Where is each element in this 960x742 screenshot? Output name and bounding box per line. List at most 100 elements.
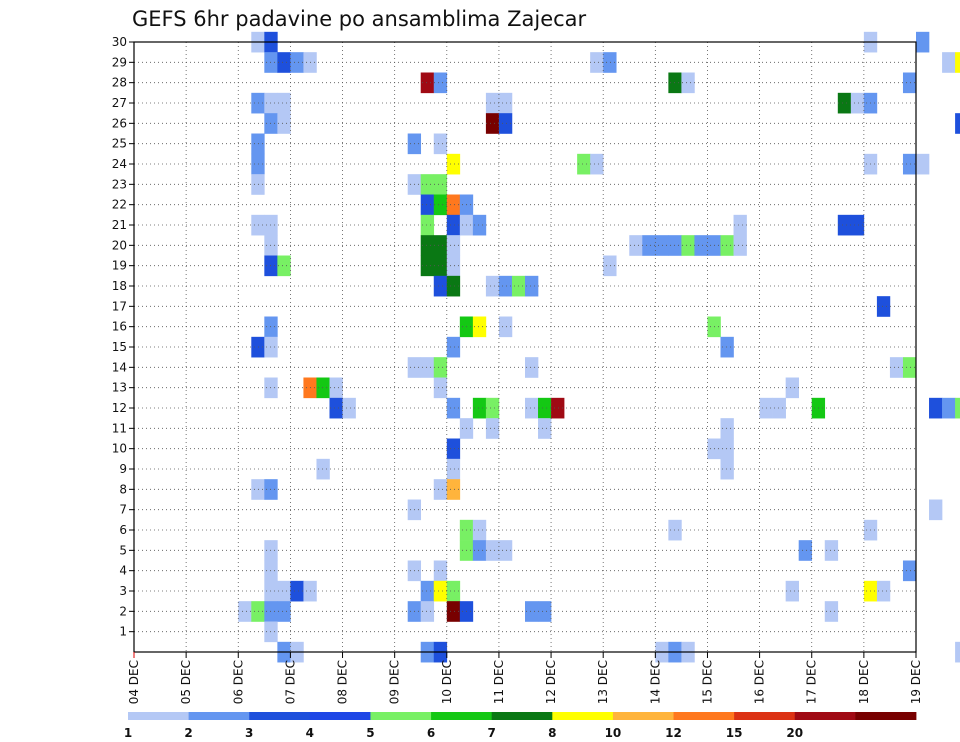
heatmap-cell: [824, 601, 839, 622]
grid-lines: [134, 41, 916, 652]
x-tick-label: 16 DEC: [753, 660, 767, 704]
heatmap-cell: [837, 214, 852, 236]
heatmap-cell: [472, 397, 487, 419]
colorbar-tick-label: 7: [488, 726, 496, 740]
heatmap-cell: [485, 92, 500, 114]
heatmap-cell: [472, 214, 487, 236]
heatmap-cell: [420, 235, 435, 256]
heatmap-cell: [720, 418, 734, 439]
colorbar-swatch: [128, 712, 190, 720]
heatmap-cell: [902, 153, 917, 175]
y-tick-label: 5: [119, 543, 127, 557]
x-tick-label: 18 DEC: [857, 660, 871, 704]
heatmap-cell: [876, 296, 891, 317]
heatmap-cell: [590, 153, 604, 175]
heatmap-cell: [668, 72, 682, 94]
x-tick-label: 04 DEC: [127, 660, 141, 704]
heatmap-cell: [577, 153, 591, 175]
heatmap-cell: [498, 275, 513, 297]
heatmap-cell: [342, 397, 356, 419]
heatmap-cell: [420, 601, 435, 622]
heatmap-cell: [538, 601, 552, 622]
heatmap-cell: [720, 235, 734, 256]
heatmap-cell: [420, 357, 435, 378]
heatmap-cell: [955, 397, 960, 419]
y-tick-label: 6: [119, 523, 127, 537]
heatmap-cell: [889, 357, 904, 378]
heatmap-cell: [485, 418, 500, 439]
colorbar-swatch: [552, 712, 614, 720]
colorbar-swatch: [855, 712, 917, 720]
heatmap-cell: [446, 275, 461, 297]
heatmap-cell: [629, 235, 643, 256]
x-tick-label: 15 DEC: [700, 660, 714, 704]
heatmap-cell: [929, 499, 943, 521]
heatmap-cell: [433, 560, 448, 582]
heatmap-cell: [433, 255, 448, 277]
y-tick-label: 20: [112, 238, 127, 252]
colorbar-tick-label: 2: [184, 726, 192, 740]
heatmap-cell: [420, 580, 435, 602]
heatmap-cell: [590, 52, 604, 73]
colorbar-swatch: [673, 712, 735, 720]
heatmap-cell: [785, 377, 799, 399]
heatmap-cell: [485, 113, 500, 134]
x-tick-label: 12 DEC: [544, 660, 558, 704]
heatmap-cell: [733, 214, 747, 236]
heatmap-cell: [525, 275, 539, 297]
heatmap-cell: [446, 397, 461, 419]
x-tick-label: 07 DEC: [283, 660, 297, 704]
heatmap-cell: [942, 397, 956, 419]
y-tick-label: 10: [112, 442, 127, 456]
heatmap-cell: [277, 52, 291, 73]
heatmap-cell: [420, 174, 435, 195]
heatmap-cell: [538, 397, 552, 419]
heatmap-cell: [955, 52, 960, 73]
y-tick-label: 3: [119, 584, 127, 598]
heatmap-cell: [446, 214, 461, 236]
heatmap-cell: [603, 52, 617, 73]
heatmap-cell: [251, 336, 265, 358]
heatmap-cell: [485, 397, 500, 419]
x-tick-label: 09 DEC: [388, 660, 402, 704]
heatmap-cell: [420, 214, 435, 236]
heatmap-cell: [433, 194, 448, 216]
heatmap-cell: [902, 72, 917, 94]
heatmap-cell: [876, 580, 891, 602]
heatmap-cell: [902, 560, 917, 582]
heatmap-cells: [238, 31, 960, 663]
heatmap-cell: [733, 235, 747, 256]
heatmap-cell: [277, 255, 291, 277]
heatmap-cell: [694, 235, 708, 256]
colorbar-swatch: [612, 712, 674, 720]
colorbar-tick-label: 12: [665, 726, 682, 740]
heatmap-cell: [681, 72, 695, 94]
heatmap-cell: [251, 153, 265, 175]
x-tick-label: 14 DEC: [648, 660, 662, 704]
heatmap-cell: [785, 580, 799, 602]
heatmap-cell: [498, 540, 513, 561]
heatmap-cell: [525, 357, 539, 378]
y-tick-label: 19: [112, 259, 127, 273]
y-axis: 1234567891011121314151617181920212223242…: [112, 35, 134, 639]
colorbar-tick-label: 6: [427, 726, 435, 740]
y-tick-label: 18: [112, 279, 127, 293]
colorbar-tick-label: 8: [548, 726, 556, 740]
heatmap-cell: [720, 336, 734, 358]
heatmap-cell: [316, 377, 330, 399]
y-tick-label: 25: [112, 137, 127, 151]
heatmap-cell: [850, 92, 865, 114]
y-tick-label: 11: [112, 421, 127, 435]
colorbar-swatch: [794, 712, 856, 720]
heatmap-cell: [420, 72, 435, 94]
heatmap-cell: [681, 235, 695, 256]
heatmap-cell: [446, 336, 461, 358]
heatmap-cell: [290, 580, 304, 602]
chart-title: GEFS 6hr padavine po ansamblima Zajecar: [132, 7, 587, 31]
x-tick-label: 13 DEC: [596, 660, 610, 704]
colorbar: 1 2 3 4 5 6 7 8 10 12 15 20: [124, 712, 917, 740]
heatmap-cell: [433, 580, 448, 602]
heatmap-cell: [837, 92, 852, 114]
y-tick-label: 8: [119, 482, 127, 496]
heatmap-cell: [824, 540, 839, 561]
